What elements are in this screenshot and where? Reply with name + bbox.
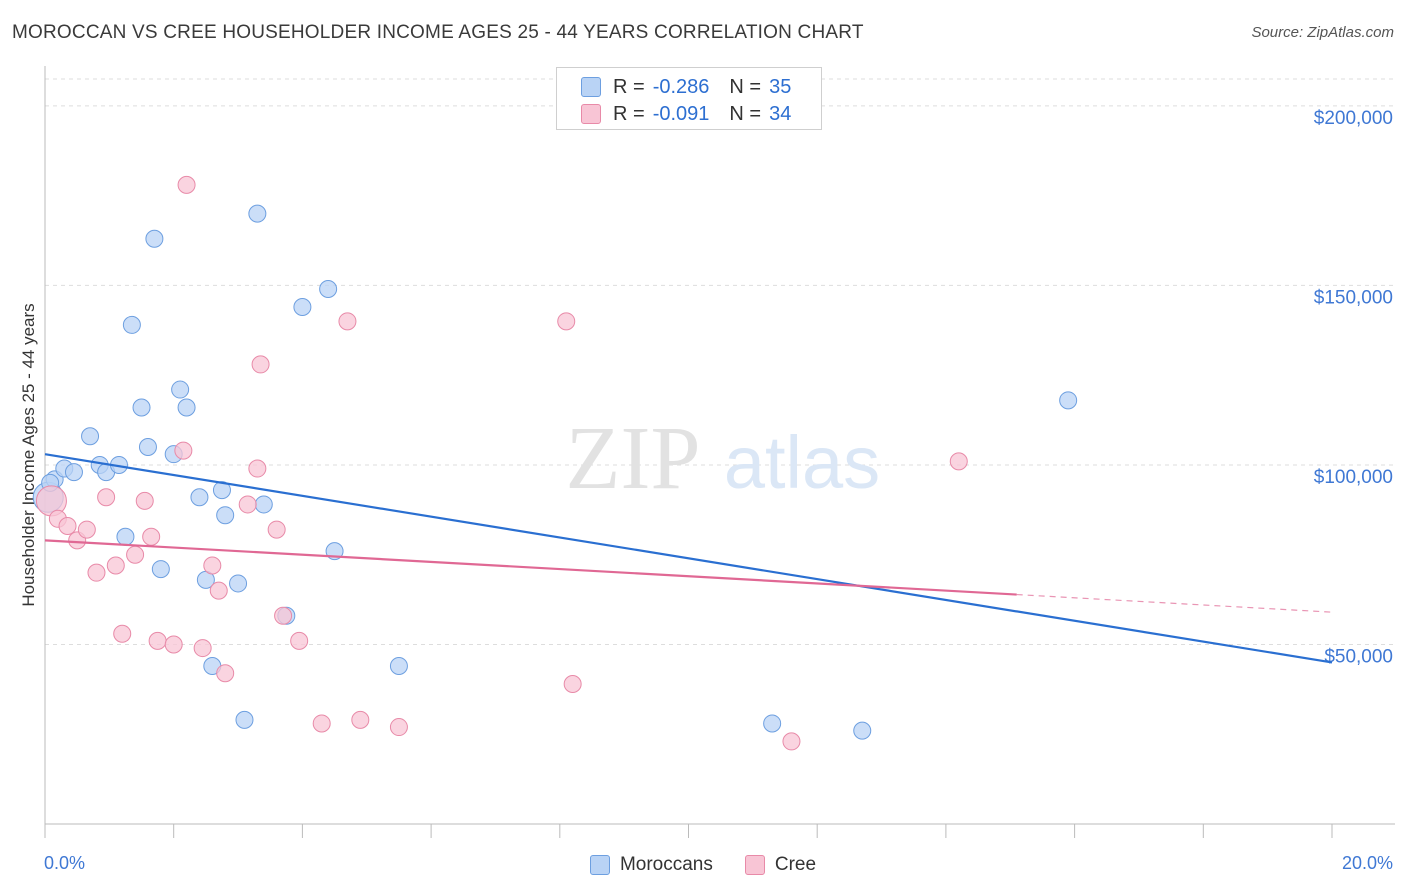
cree-point	[557, 312, 576, 331]
zipatlas-watermark: ZIP atlas	[566, 409, 881, 508]
y-tick-label: $200,000	[1314, 108, 1393, 129]
moroccans-point	[151, 560, 170, 579]
x-tick-label-min: 0.0%	[44, 853, 85, 873]
n-label: N =	[729, 102, 762, 125]
cree-point	[126, 545, 145, 564]
cree-point	[351, 710, 370, 729]
r-value: -0.091	[652, 102, 710, 125]
r-value: -0.286	[652, 75, 710, 98]
grid-lines	[45, 78, 1395, 645]
cree-point	[87, 563, 106, 582]
moroccans-swatch	[581, 77, 601, 97]
cree-point	[290, 631, 309, 650]
cree-point	[106, 556, 125, 575]
n-label: N =	[729, 75, 762, 98]
moroccans-point	[177, 398, 196, 417]
cree-trend-line	[44, 539, 1017, 596]
x-tick-label-max: 20.0%	[1342, 853, 1393, 873]
moroccans-point	[235, 710, 254, 729]
cree-point	[209, 581, 228, 600]
legend-label-moroccans: Moroccans	[619, 854, 713, 875]
moroccans-point	[216, 506, 235, 525]
moroccans-point	[212, 481, 231, 500]
cree-point	[142, 527, 161, 546]
y-tick-label: $150,000	[1314, 287, 1393, 308]
cree-point	[97, 488, 116, 507]
stats-row-moroccans: R = -0.286 N = 35	[581, 74, 791, 100]
cree-point	[77, 520, 96, 539]
legend-item-cree[interactable]: Cree	[744, 854, 817, 876]
moroccans-trend-line	[44, 453, 1333, 664]
moroccans-point	[116, 527, 135, 546]
cree-point	[248, 459, 267, 478]
cree-point	[113, 624, 132, 643]
moroccans-point	[1059, 391, 1078, 410]
trend-lines	[44, 453, 1333, 664]
moroccans-point	[171, 380, 190, 399]
moroccans-point	[64, 463, 83, 482]
cree-point	[338, 312, 357, 331]
cree-point	[164, 635, 183, 654]
moroccans-point	[389, 657, 408, 676]
moroccans-point	[138, 438, 157, 456]
y-axis-label: Householder Income Ages 25 - 44 years	[19, 303, 38, 606]
cree-point	[389, 718, 408, 737]
stats-row-cree: R = -0.091 N = 34	[581, 101, 791, 127]
cree-swatch	[744, 855, 765, 875]
moroccans-point	[229, 574, 248, 593]
r-label: R =	[613, 75, 645, 98]
moroccans-point	[190, 488, 209, 507]
cree-point	[267, 520, 286, 539]
cree-point	[203, 556, 222, 575]
cree-point	[174, 441, 193, 460]
moroccans-point	[145, 229, 164, 248]
cree-point	[274, 606, 293, 625]
moroccans-point	[81, 427, 100, 446]
moroccans-point	[853, 721, 872, 740]
source-credit: Source: ZipAtlas.com	[1251, 24, 1394, 41]
stats-legend: R = -0.286 N = 35 R = -0.091 N = 34	[556, 67, 822, 130]
cree-point	[193, 639, 212, 658]
watermark-atlas: atlas	[724, 421, 880, 504]
y-tick-label: $100,000	[1314, 467, 1393, 488]
moroccans-point	[132, 398, 151, 417]
cree-point	[148, 631, 167, 650]
cree-point	[949, 452, 968, 471]
moroccans-swatch	[589, 855, 610, 875]
watermark-zip: ZIP	[566, 409, 701, 508]
r-label: R =	[613, 102, 645, 125]
moroccans-point	[122, 315, 141, 334]
axes	[44, 66, 1395, 838]
y-tick-labels: $50,000 $100,000 $150,000 $200,000	[1314, 108, 1393, 668]
chart-title: MOROCCAN VS CREE HOUSEHOLDER INCOME AGES…	[12, 22, 864, 43]
cree-point	[782, 732, 801, 751]
moroccans-point	[248, 204, 267, 223]
moroccans-point	[319, 280, 338, 299]
y-tick-label: $50,000	[1324, 646, 1393, 667]
cree-trend-line-extension	[1016, 593, 1333, 613]
moroccans-point	[293, 297, 312, 316]
cree-point	[563, 674, 582, 693]
cree-point	[177, 175, 196, 194]
cree-point	[251, 355, 270, 374]
legend-item-moroccans[interactable]: Moroccans	[589, 854, 713, 876]
cree-point	[58, 516, 77, 535]
cree-point	[216, 664, 235, 683]
n-value: 35	[769, 75, 792, 98]
data-points	[32, 175, 1078, 751]
cree-point	[238, 495, 257, 514]
cree-point	[312, 714, 331, 733]
series-legend: Moroccans Cree	[0, 852, 1406, 878]
moroccans-point	[254, 495, 273, 514]
moroccans-point	[763, 714, 782, 733]
legend-label-cree: Cree	[774, 854, 817, 875]
n-value: 34	[769, 102, 792, 125]
cree-point	[135, 491, 154, 510]
x-tick-labels: 0.0% 20.0%	[44, 853, 1393, 873]
cree-swatch	[581, 104, 601, 124]
